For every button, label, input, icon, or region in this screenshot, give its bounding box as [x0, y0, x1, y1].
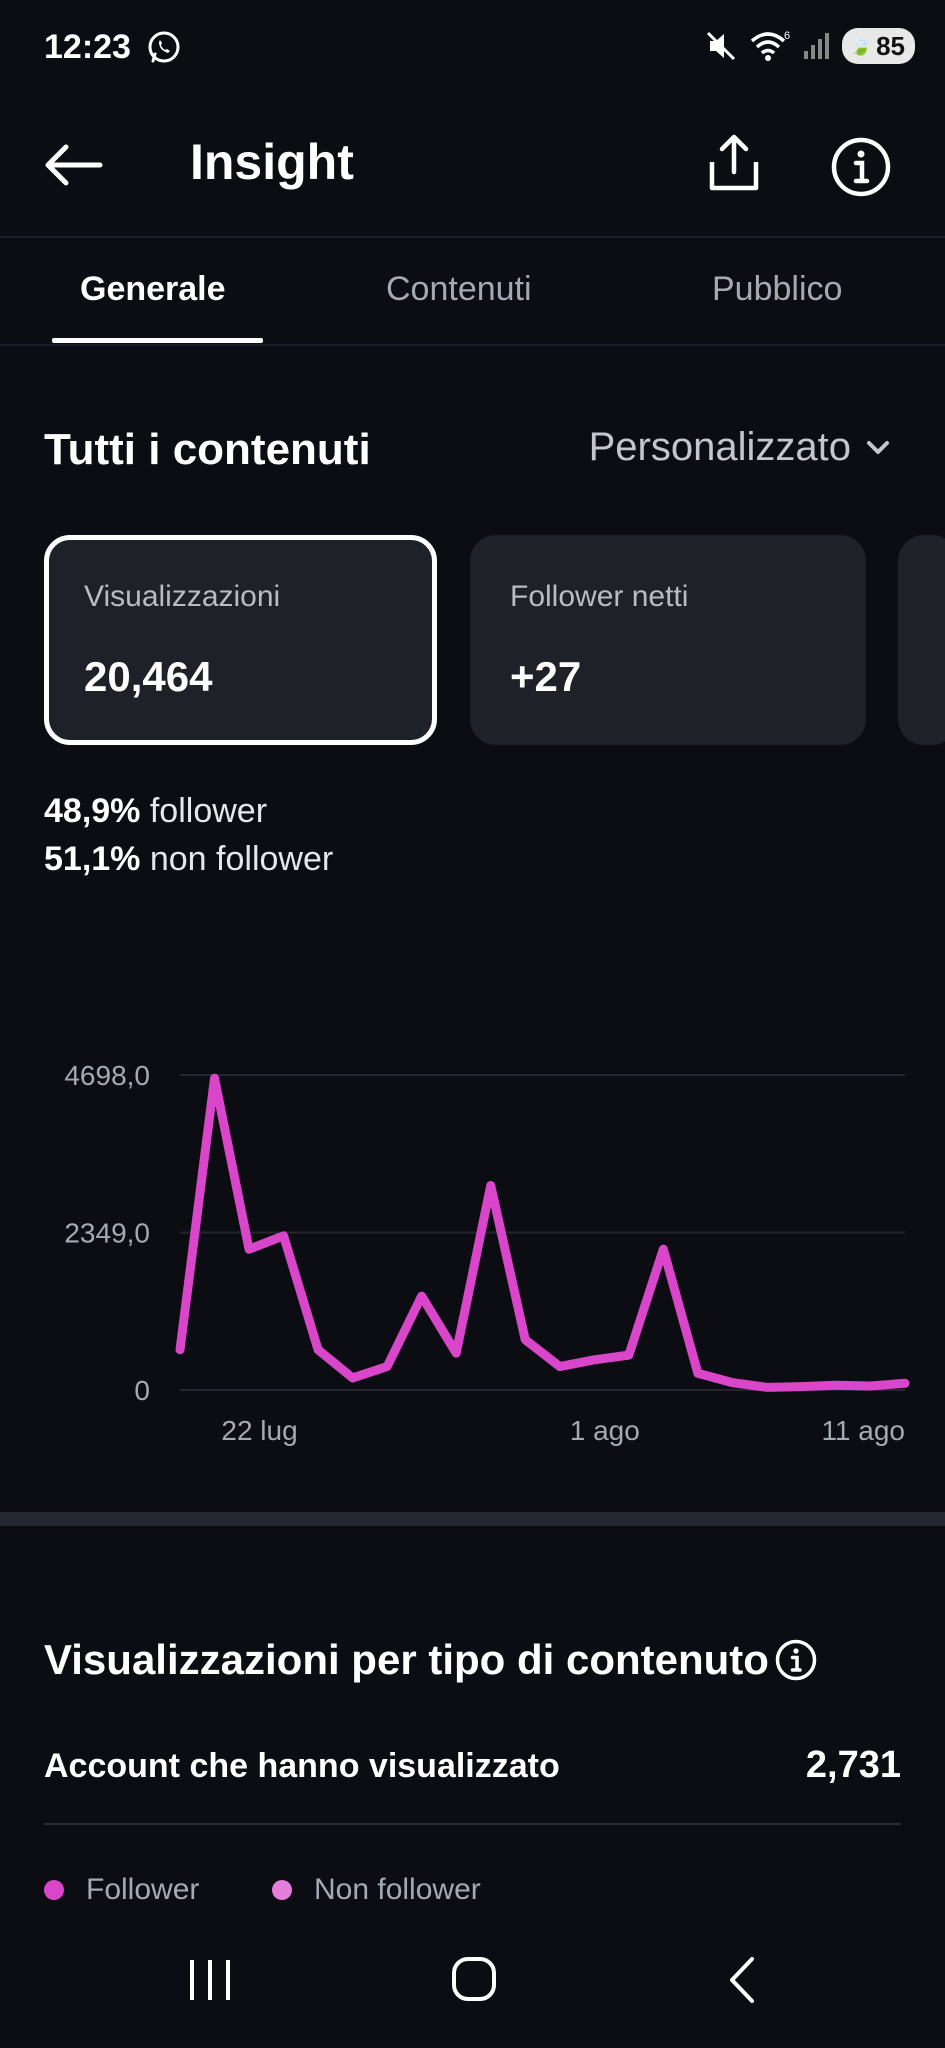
accounts-viewed-value: 2,731	[805, 1744, 901, 1786]
info-icon[interactable]	[774, 1638, 818, 1682]
non-followers-share: 51,1% non follower	[44, 840, 333, 879]
header-divider	[0, 236, 945, 238]
section-separator	[0, 1512, 945, 1526]
y-tick-label: 2349,0	[64, 1218, 150, 1249]
date-range-dropdown[interactable]: Personalizzato	[589, 425, 891, 470]
share-icon[interactable]	[706, 132, 762, 194]
legend-follower: Follower	[44, 1873, 199, 1907]
legend-label: Non follower	[314, 1873, 481, 1906]
accounts-viewed-label: Account che hanno visualizzato	[44, 1747, 560, 1785]
mute-icon	[706, 31, 735, 61]
tab-pubblico[interactable]: Pubblico	[712, 270, 843, 308]
tabs-divider	[0, 344, 945, 346]
tab-generale[interactable]: Generale	[80, 270, 226, 308]
legend-dot	[44, 1880, 64, 1900]
followers-pct: 48,9%	[44, 792, 141, 830]
metric-card-net-followers[interactable]: Follower netti +27	[470, 535, 866, 745]
battery-icon: 🍃 85	[841, 28, 915, 64]
chevron-down-icon	[867, 440, 889, 454]
metric-card-partial[interactable]	[898, 535, 945, 745]
back-icon[interactable]	[730, 1957, 754, 2003]
y-tick-label: 4698,0	[64, 1060, 150, 1091]
series-line	[175, 1073, 910, 1392]
status-time: 12:23	[44, 28, 131, 66]
date-range-label: Personalizzato	[588, 425, 851, 469]
info-icon[interactable]	[830, 136, 892, 198]
status-icons: 6 🍃 85	[704, 28, 915, 64]
legend-label: Follower	[86, 1873, 200, 1906]
battery-level: 85	[876, 30, 905, 61]
x-tick-label: 11 ago	[821, 1415, 905, 1446]
followers-label: follower	[149, 792, 268, 830]
tab-contenuti[interactable]: Contenuti	[386, 270, 532, 308]
recents-icon[interactable]	[190, 1960, 230, 2000]
metric-value: 20,464	[84, 653, 213, 700]
metric-label: Visualizzazioni	[84, 580, 281, 613]
svg-text:6: 6	[784, 30, 790, 42]
content-type-title: Visualizzazioni per tipo di contenuto	[44, 1636, 769, 1683]
non-followers-label: non follower	[149, 840, 334, 878]
home-icon[interactable]	[452, 1957, 496, 2001]
y-tick-label: 0	[134, 1375, 150, 1406]
back-arrow-icon[interactable]	[40, 140, 104, 190]
wifi-icon: 6	[750, 30, 790, 61]
non-followers-pct: 51,1%	[44, 840, 141, 878]
views-line-chart: 4698,0 2349,0 0 22 lug 1 ago 11 ago	[64, 1060, 910, 1446]
section-title: Tutti i contenuti	[44, 425, 371, 474]
metric-value: +27	[510, 653, 582, 700]
active-tab-indicator	[52, 338, 263, 343]
metric-card-views[interactable]: Visualizzazioni 20,464	[44, 535, 437, 745]
row-divider	[44, 1823, 901, 1825]
whatsapp-icon	[148, 31, 180, 63]
metric-label: Follower netti	[510, 580, 689, 613]
followers-share: 48,9% follower	[44, 792, 267, 831]
legend-non-follower: Non follower	[272, 1873, 481, 1907]
x-tick-label: 22 lug	[221, 1415, 297, 1446]
page-title: Insight	[190, 134, 354, 190]
legend-dot	[272, 1880, 292, 1900]
signal-icon	[803, 33, 829, 59]
system-nav-bar	[190, 1957, 754, 2003]
x-tick-label: 1 ago	[570, 1415, 640, 1446]
